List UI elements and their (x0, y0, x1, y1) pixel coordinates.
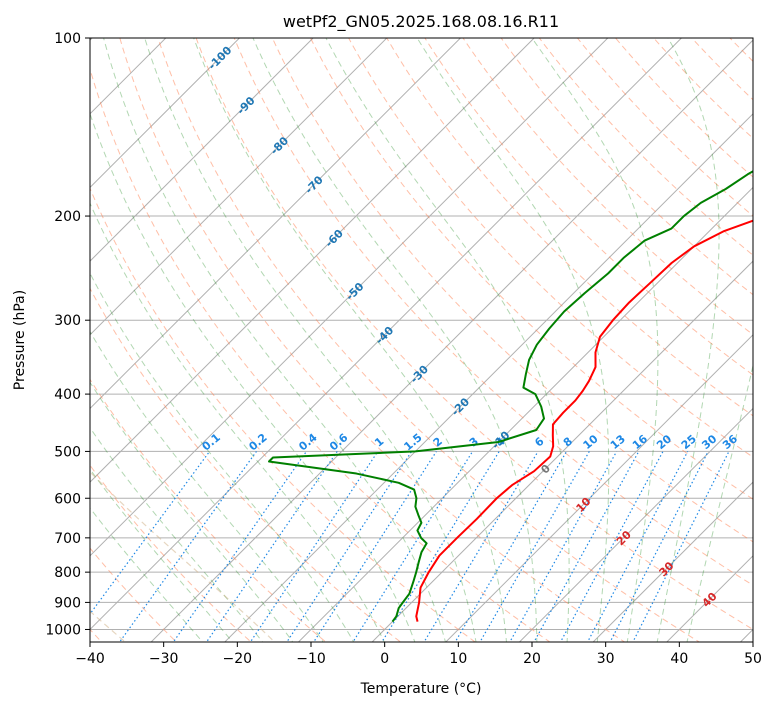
mixing-ratio-line (205, 451, 338, 642)
x-tick-label: −20 (223, 651, 253, 667)
isotherm-line (150, 39, 753, 642)
moist-adiabat (686, 363, 753, 642)
x-axis: −40 −30 −20 −10 0 10 20 30 40 50 (75, 642, 762, 667)
dry-adiabat (348, 38, 753, 458)
dewpoint-line (268, 170, 753, 623)
isotherm-line (90, 38, 462, 410)
y-tick-label: 700 (54, 531, 81, 547)
mixing-ratio-line (249, 451, 379, 642)
y-tick-label: 1000 (45, 622, 81, 638)
sounding-series (268, 170, 753, 623)
y-tick-label: 900 (54, 595, 81, 611)
isotherm-line (90, 38, 167, 115)
moist-adiabat (103, 38, 446, 642)
moist-adiabat (90, 381, 294, 642)
dry-adiabat (195, 38, 753, 631)
moist-adiabat (531, 38, 659, 642)
moist-adiabat (252, 38, 538, 642)
x-tick-label: 30 (597, 651, 615, 667)
dry-adiabat (271, 38, 753, 543)
y-axis-title: Pressure (hPa) (12, 290, 28, 390)
y-tick-label: 800 (54, 565, 81, 581)
isotherm-line (90, 38, 241, 189)
dry-adiabat (119, 38, 626, 642)
isotherm-line (90, 38, 683, 631)
moist-adiabat (416, 38, 610, 642)
mixing-ratio-line (172, 451, 307, 642)
isotherm-line (371, 260, 753, 642)
y-tick-label: 100 (54, 31, 81, 47)
moist-adiabat (656, 38, 720, 642)
moist-adiabat (90, 330, 324, 642)
x-tick-label: −10 (296, 651, 326, 667)
theta-e-curve (90, 471, 276, 642)
isotherm-line (445, 334, 753, 642)
moist-adiabat (193, 38, 507, 642)
moist-adiabat (90, 202, 385, 642)
y-tick-label: 600 (54, 491, 81, 507)
y-tick-label: 200 (54, 209, 81, 225)
isotherm-line (592, 481, 753, 642)
dry-adiabat (462, 38, 753, 336)
moist-adiabat (144, 38, 477, 642)
moist-adiabat (90, 272, 355, 642)
y-tick-label: 400 (54, 387, 81, 403)
mixing-ratio-line (454, 451, 568, 642)
chart-title: wetPf2_GN05.2025.168.08.16.R11 (283, 12, 559, 32)
isotherm-line (518, 407, 753, 642)
dry-adiabat (90, 464, 252, 642)
x-tick-label: 40 (670, 651, 688, 667)
x-tick-label: −30 (149, 651, 179, 667)
isotherm-line (90, 38, 314, 262)
background-lines (0, 0, 753, 654)
plot-frame (89, 37, 754, 643)
x-tick-label: 20 (523, 651, 541, 667)
y-tick-label: 500 (54, 444, 81, 460)
mixing-ratio-line (423, 451, 539, 642)
dry-adiabat (90, 187, 476, 642)
temperature-line (415, 219, 753, 622)
isotherm-line (90, 38, 535, 483)
dry-adiabat (424, 38, 753, 376)
mixing-ratio-line (118, 451, 257, 642)
mixing-ratio-line (533, 451, 640, 642)
isotherm-line (224, 113, 753, 642)
isotherm-line (0, 0, 2, 654)
moist-adiabat (325, 38, 570, 642)
mixing-ratio-line (312, 451, 437, 642)
y-tick-label: 300 (54, 313, 81, 329)
moist-adiabat (90, 112, 416, 642)
x-tick-label: 0 (380, 651, 389, 667)
isotherm-line (90, 38, 388, 336)
mixing-ratio-line (286, 451, 413, 642)
mixing-ratio-line (632, 451, 730, 642)
x-tick-label: 10 (449, 651, 467, 667)
mixing-ratio-line (479, 451, 590, 642)
dry-adiabat (386, 38, 753, 417)
y-axis: 100 200 300 400 500 600 700 800 900 1000 (45, 31, 90, 638)
x-tick-label: 50 (744, 651, 762, 667)
mixing-ratio-line (509, 451, 618, 642)
x-tick-label: −40 (75, 651, 105, 667)
isotherm-line (297, 186, 753, 642)
plot-area (90, 38, 753, 642)
dry-adiabat (157, 38, 701, 642)
moist-adiabat (90, 426, 264, 642)
isotherm-line (90, 38, 609, 557)
x-axis-title: Temperature (°C) (360, 681, 482, 697)
dry-adiabat (90, 287, 402, 642)
